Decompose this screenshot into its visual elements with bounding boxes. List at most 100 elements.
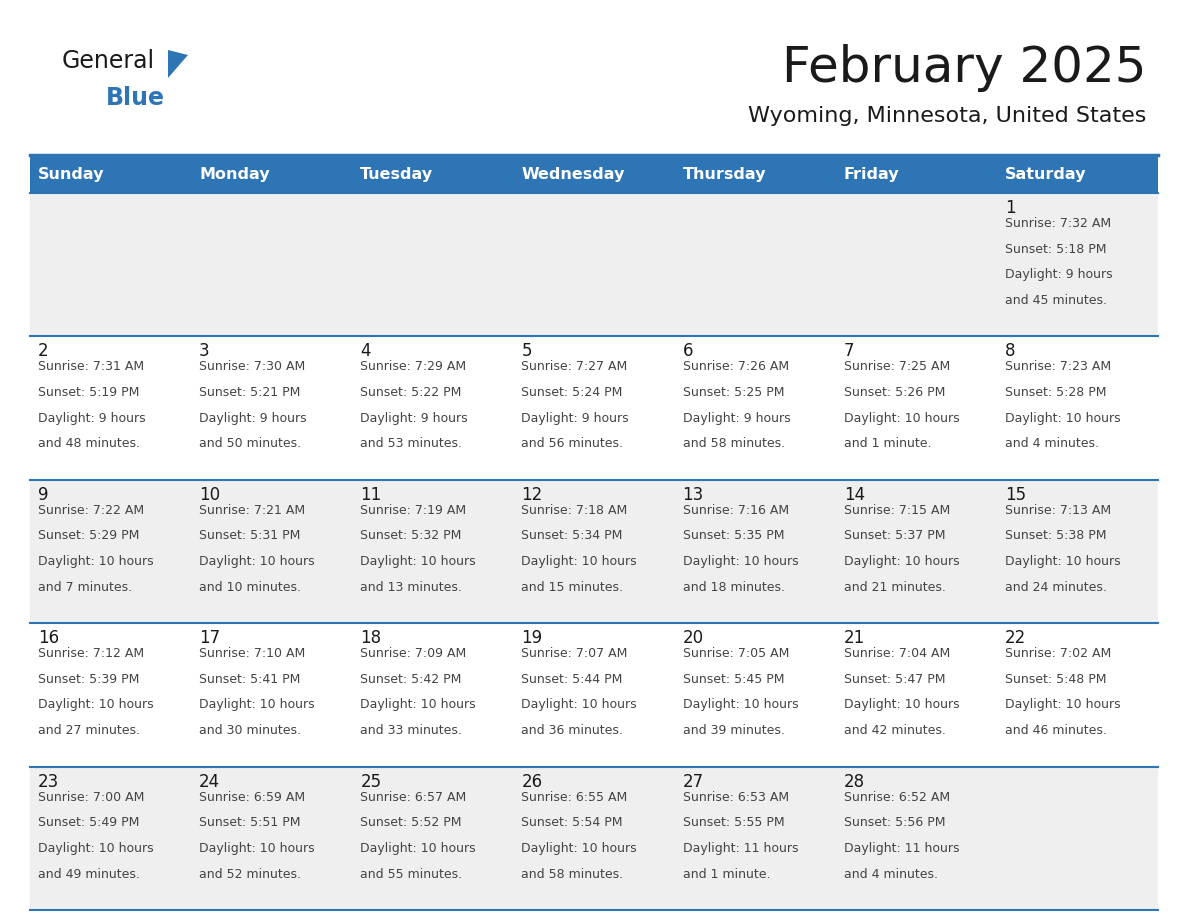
Text: Sunrise: 7:12 AM: Sunrise: 7:12 AM	[38, 647, 144, 660]
Text: Daylight: 10 hours: Daylight: 10 hours	[200, 555, 315, 568]
Text: Sunrise: 7:04 AM: Sunrise: 7:04 AM	[843, 647, 950, 660]
Bar	[513, 155, 675, 193]
Text: Sunset: 5:22 PM: Sunset: 5:22 PM	[360, 386, 462, 399]
Text: and 52 minutes.: and 52 minutes.	[200, 868, 301, 880]
Text: and 58 minutes.: and 58 minutes.	[522, 868, 624, 880]
Text: and 4 minutes.: and 4 minutes.	[1005, 437, 1099, 451]
Text: and 10 minutes.: and 10 minutes.	[200, 581, 301, 594]
Text: and 36 minutes.: and 36 minutes.	[522, 724, 624, 737]
Text: Sunrise: 7:05 AM: Sunrise: 7:05 AM	[683, 647, 789, 660]
Text: Sunset: 5:38 PM: Sunset: 5:38 PM	[1005, 530, 1106, 543]
Text: 6: 6	[683, 342, 693, 361]
Text: Sunset: 5:52 PM: Sunset: 5:52 PM	[360, 816, 462, 829]
Text: and 39 minutes.: and 39 minutes.	[683, 724, 784, 737]
Bar	[835, 155, 997, 193]
Text: Sunset: 5:55 PM: Sunset: 5:55 PM	[683, 816, 784, 829]
Text: Daylight: 10 hours: Daylight: 10 hours	[843, 555, 960, 568]
Text: 16: 16	[38, 629, 59, 647]
Bar	[30, 155, 191, 193]
Text: Daylight: 9 hours: Daylight: 9 hours	[200, 411, 307, 425]
Text: Daylight: 10 hours: Daylight: 10 hours	[1005, 555, 1120, 568]
Text: Saturday: Saturday	[1005, 166, 1086, 182]
Text: 17: 17	[200, 629, 220, 647]
Text: and 49 minutes.: and 49 minutes.	[38, 868, 140, 880]
Text: Sunset: 5:26 PM: Sunset: 5:26 PM	[843, 386, 946, 399]
Text: Thursday: Thursday	[683, 166, 766, 182]
Text: Tuesday: Tuesday	[360, 166, 434, 182]
Bar	[675, 155, 835, 193]
Text: Sunset: 5:47 PM: Sunset: 5:47 PM	[843, 673, 946, 686]
Bar	[30, 480, 1158, 623]
Text: and 13 minutes.: and 13 minutes.	[360, 581, 462, 594]
Text: and 56 minutes.: and 56 minutes.	[522, 437, 624, 451]
Text: Daylight: 10 hours: Daylight: 10 hours	[360, 842, 476, 855]
Text: Sunset: 5:29 PM: Sunset: 5:29 PM	[38, 530, 139, 543]
Text: 2: 2	[38, 342, 49, 361]
Text: Daylight: 10 hours: Daylight: 10 hours	[38, 842, 153, 855]
Text: 8: 8	[1005, 342, 1016, 361]
Text: Sunset: 5:45 PM: Sunset: 5:45 PM	[683, 673, 784, 686]
Text: Daylight: 10 hours: Daylight: 10 hours	[522, 555, 637, 568]
Text: Sunset: 5:49 PM: Sunset: 5:49 PM	[38, 816, 139, 829]
Text: Sunset: 5:44 PM: Sunset: 5:44 PM	[522, 673, 623, 686]
Text: and 42 minutes.: and 42 minutes.	[843, 724, 946, 737]
Text: 15: 15	[1005, 486, 1026, 504]
Text: 25: 25	[360, 773, 381, 790]
Polygon shape	[168, 50, 188, 78]
Text: Sunrise: 7:23 AM: Sunrise: 7:23 AM	[1005, 361, 1111, 374]
Text: Daylight: 10 hours: Daylight: 10 hours	[1005, 411, 1120, 425]
Text: 22: 22	[1005, 629, 1026, 647]
Text: and 21 minutes.: and 21 minutes.	[843, 581, 946, 594]
Text: Daylight: 9 hours: Daylight: 9 hours	[522, 411, 630, 425]
Text: and 45 minutes.: and 45 minutes.	[1005, 294, 1107, 307]
Text: Daylight: 10 hours: Daylight: 10 hours	[360, 555, 476, 568]
Text: and 46 minutes.: and 46 minutes.	[1005, 724, 1107, 737]
Text: Daylight: 9 hours: Daylight: 9 hours	[38, 411, 146, 425]
Text: Daylight: 10 hours: Daylight: 10 hours	[843, 699, 960, 711]
Text: General: General	[62, 49, 156, 73]
Text: and 1 minute.: and 1 minute.	[843, 437, 931, 451]
Text: Daylight: 9 hours: Daylight: 9 hours	[1005, 268, 1112, 281]
Text: Sunrise: 6:57 AM: Sunrise: 6:57 AM	[360, 790, 467, 803]
Text: Sunrise: 7:31 AM: Sunrise: 7:31 AM	[38, 361, 144, 374]
Text: 3: 3	[200, 342, 210, 361]
Text: 18: 18	[360, 629, 381, 647]
Text: and 7 minutes.: and 7 minutes.	[38, 581, 132, 594]
Text: Daylight: 10 hours: Daylight: 10 hours	[200, 842, 315, 855]
Text: Sunset: 5:31 PM: Sunset: 5:31 PM	[200, 530, 301, 543]
Bar	[30, 767, 1158, 910]
Text: Sunset: 5:48 PM: Sunset: 5:48 PM	[1005, 673, 1106, 686]
Text: and 55 minutes.: and 55 minutes.	[360, 868, 462, 880]
Text: Sunrise: 7:16 AM: Sunrise: 7:16 AM	[683, 504, 789, 517]
Text: Sunrise: 7:18 AM: Sunrise: 7:18 AM	[522, 504, 627, 517]
Text: Sunset: 5:25 PM: Sunset: 5:25 PM	[683, 386, 784, 399]
Text: Daylight: 10 hours: Daylight: 10 hours	[200, 699, 315, 711]
Text: 9: 9	[38, 486, 49, 504]
Text: 28: 28	[843, 773, 865, 790]
Text: Sunrise: 7:29 AM: Sunrise: 7:29 AM	[360, 361, 467, 374]
Text: Sunset: 5:42 PM: Sunset: 5:42 PM	[360, 673, 462, 686]
Text: Sunrise: 7:19 AM: Sunrise: 7:19 AM	[360, 504, 467, 517]
Text: Daylight: 10 hours: Daylight: 10 hours	[683, 699, 798, 711]
Bar	[353, 155, 513, 193]
Text: 23: 23	[38, 773, 59, 790]
Text: Daylight: 11 hours: Daylight: 11 hours	[843, 842, 959, 855]
Text: 14: 14	[843, 486, 865, 504]
Text: Sunrise: 6:53 AM: Sunrise: 6:53 AM	[683, 790, 789, 803]
Text: 13: 13	[683, 486, 703, 504]
Text: Sunrise: 7:09 AM: Sunrise: 7:09 AM	[360, 647, 467, 660]
Bar	[997, 155, 1158, 193]
Text: Daylight: 10 hours: Daylight: 10 hours	[360, 699, 476, 711]
Text: 11: 11	[360, 486, 381, 504]
Text: Sunset: 5:56 PM: Sunset: 5:56 PM	[843, 816, 946, 829]
Text: 24: 24	[200, 773, 220, 790]
Text: Daylight: 10 hours: Daylight: 10 hours	[522, 842, 637, 855]
Text: and 53 minutes.: and 53 minutes.	[360, 437, 462, 451]
Text: Sunrise: 7:02 AM: Sunrise: 7:02 AM	[1005, 647, 1111, 660]
Text: Sunset: 5:21 PM: Sunset: 5:21 PM	[200, 386, 301, 399]
Text: 27: 27	[683, 773, 703, 790]
Text: 19: 19	[522, 629, 543, 647]
Text: and 27 minutes.: and 27 minutes.	[38, 724, 140, 737]
Text: Sunset: 5:24 PM: Sunset: 5:24 PM	[522, 386, 623, 399]
Text: 1: 1	[1005, 199, 1016, 217]
